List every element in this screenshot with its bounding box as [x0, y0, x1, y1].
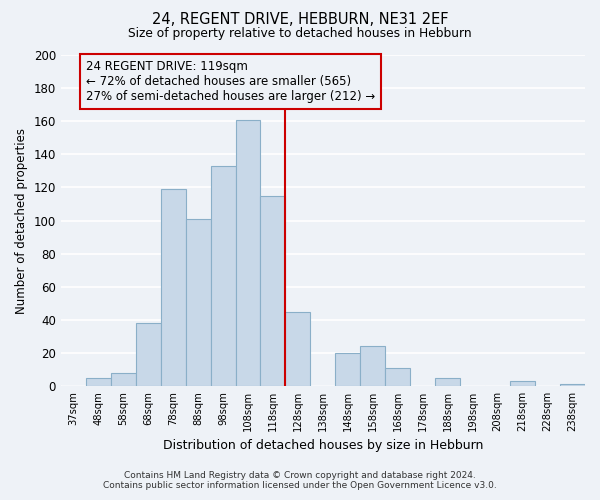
X-axis label: Distribution of detached houses by size in Hebburn: Distribution of detached houses by size … [163, 440, 483, 452]
Bar [260, 196, 286, 386]
Bar [236, 120, 260, 386]
Bar [435, 378, 460, 386]
Bar [385, 368, 410, 386]
Text: 24, REGENT DRIVE, HEBBURN, NE31 2EF: 24, REGENT DRIVE, HEBBURN, NE31 2EF [152, 12, 448, 28]
Text: Size of property relative to detached houses in Hebburn: Size of property relative to detached ho… [128, 28, 472, 40]
Bar [335, 353, 361, 386]
Bar [361, 346, 385, 386]
Text: Contains HM Land Registry data © Crown copyright and database right 2024.
Contai: Contains HM Land Registry data © Crown c… [103, 470, 497, 490]
Y-axis label: Number of detached properties: Number of detached properties [15, 128, 28, 314]
Text: 24 REGENT DRIVE: 119sqm
← 72% of detached houses are smaller (565)
27% of semi-d: 24 REGENT DRIVE: 119sqm ← 72% of detache… [86, 60, 375, 103]
Bar [161, 189, 185, 386]
Bar [510, 381, 535, 386]
Bar [185, 219, 211, 386]
Bar [286, 312, 310, 386]
Bar [211, 166, 236, 386]
Bar [560, 384, 585, 386]
Bar [111, 373, 136, 386]
Bar [136, 323, 161, 386]
Bar [86, 378, 111, 386]
